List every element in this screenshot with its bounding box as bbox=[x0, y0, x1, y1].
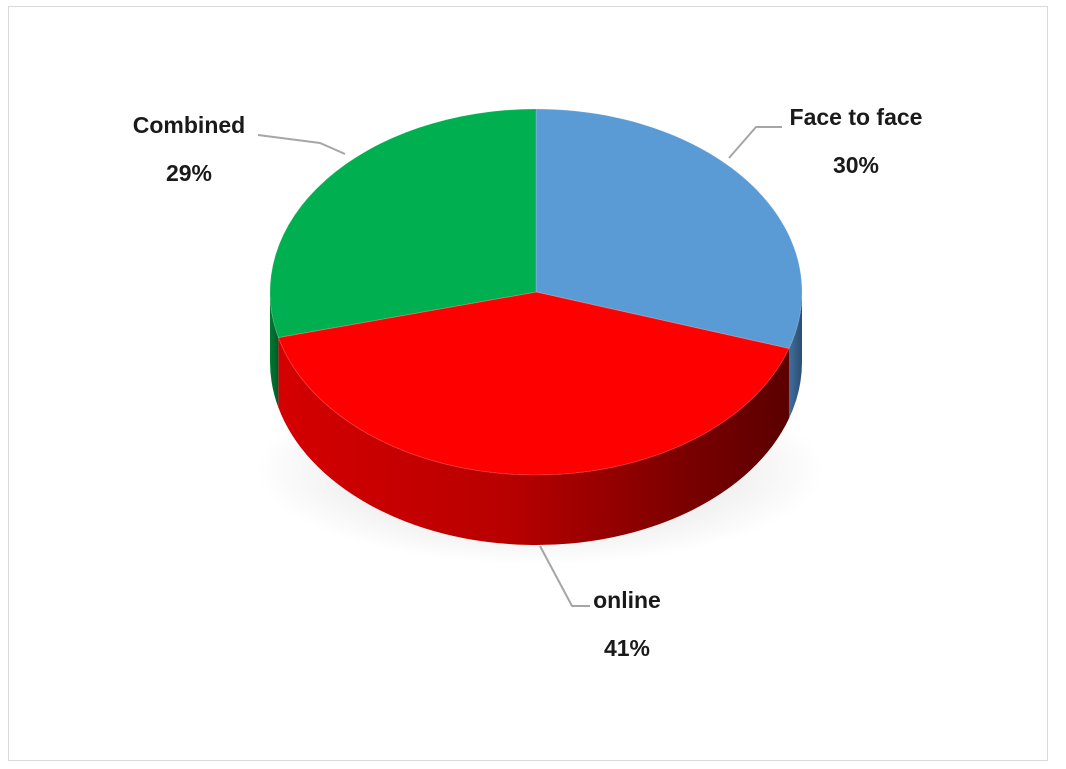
data-labels: Face to face 30% online 41% Combined 29% bbox=[133, 104, 923, 661]
pie-slice-face-to-face bbox=[535, 108, 803, 350]
slice-label-combined: Combined bbox=[133, 112, 245, 138]
leader-line-face-to-face bbox=[728, 126, 782, 159]
slice-percent-face-to-face: 30% bbox=[833, 152, 879, 178]
pie-slice-combined bbox=[269, 108, 537, 339]
pie-tops bbox=[269, 108, 803, 476]
leader-line-combined bbox=[257, 134, 346, 155]
leader-lines bbox=[257, 126, 782, 607]
pie-slice-online bbox=[277, 291, 790, 476]
slice-percent-combined: 29% bbox=[166, 160, 212, 186]
pie-side-face-to-face bbox=[788, 292, 802, 419]
slice-percent-online: 41% bbox=[604, 635, 650, 661]
pie-side-online bbox=[278, 337, 789, 545]
pie-side-combined bbox=[270, 292, 279, 408]
pie-sides bbox=[270, 292, 802, 545]
slice-label-face-to-face: Face to face bbox=[790, 104, 923, 130]
slice-label-online: online bbox=[593, 587, 661, 613]
leader-line-online bbox=[539, 545, 590, 607]
